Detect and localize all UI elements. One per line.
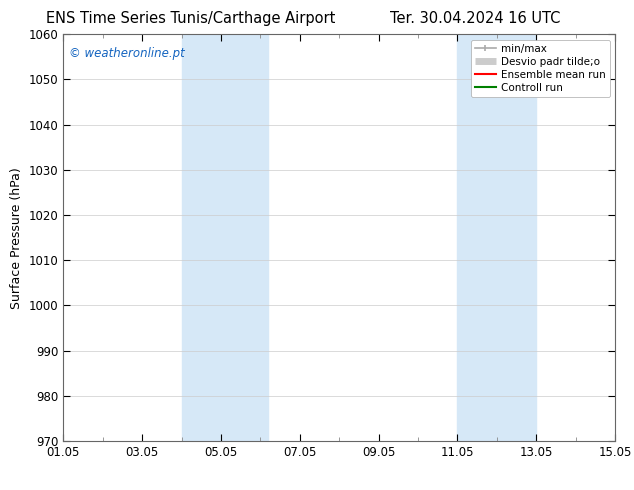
Text: Ter. 30.04.2024 16 UTC: Ter. 30.04.2024 16 UTC xyxy=(391,11,560,26)
Text: ENS Time Series Tunis/Carthage Airport: ENS Time Series Tunis/Carthage Airport xyxy=(46,11,335,26)
Bar xyxy=(181,34,268,441)
Text: © weatheronline.pt: © weatheronline.pt xyxy=(69,47,184,59)
Y-axis label: Surface Pressure (hPa): Surface Pressure (hPa) xyxy=(10,167,23,309)
Bar xyxy=(457,34,536,441)
Legend: min/max, Desvio padr tilde;o, Ensemble mean run, Controll run: min/max, Desvio padr tilde;o, Ensemble m… xyxy=(470,40,610,97)
